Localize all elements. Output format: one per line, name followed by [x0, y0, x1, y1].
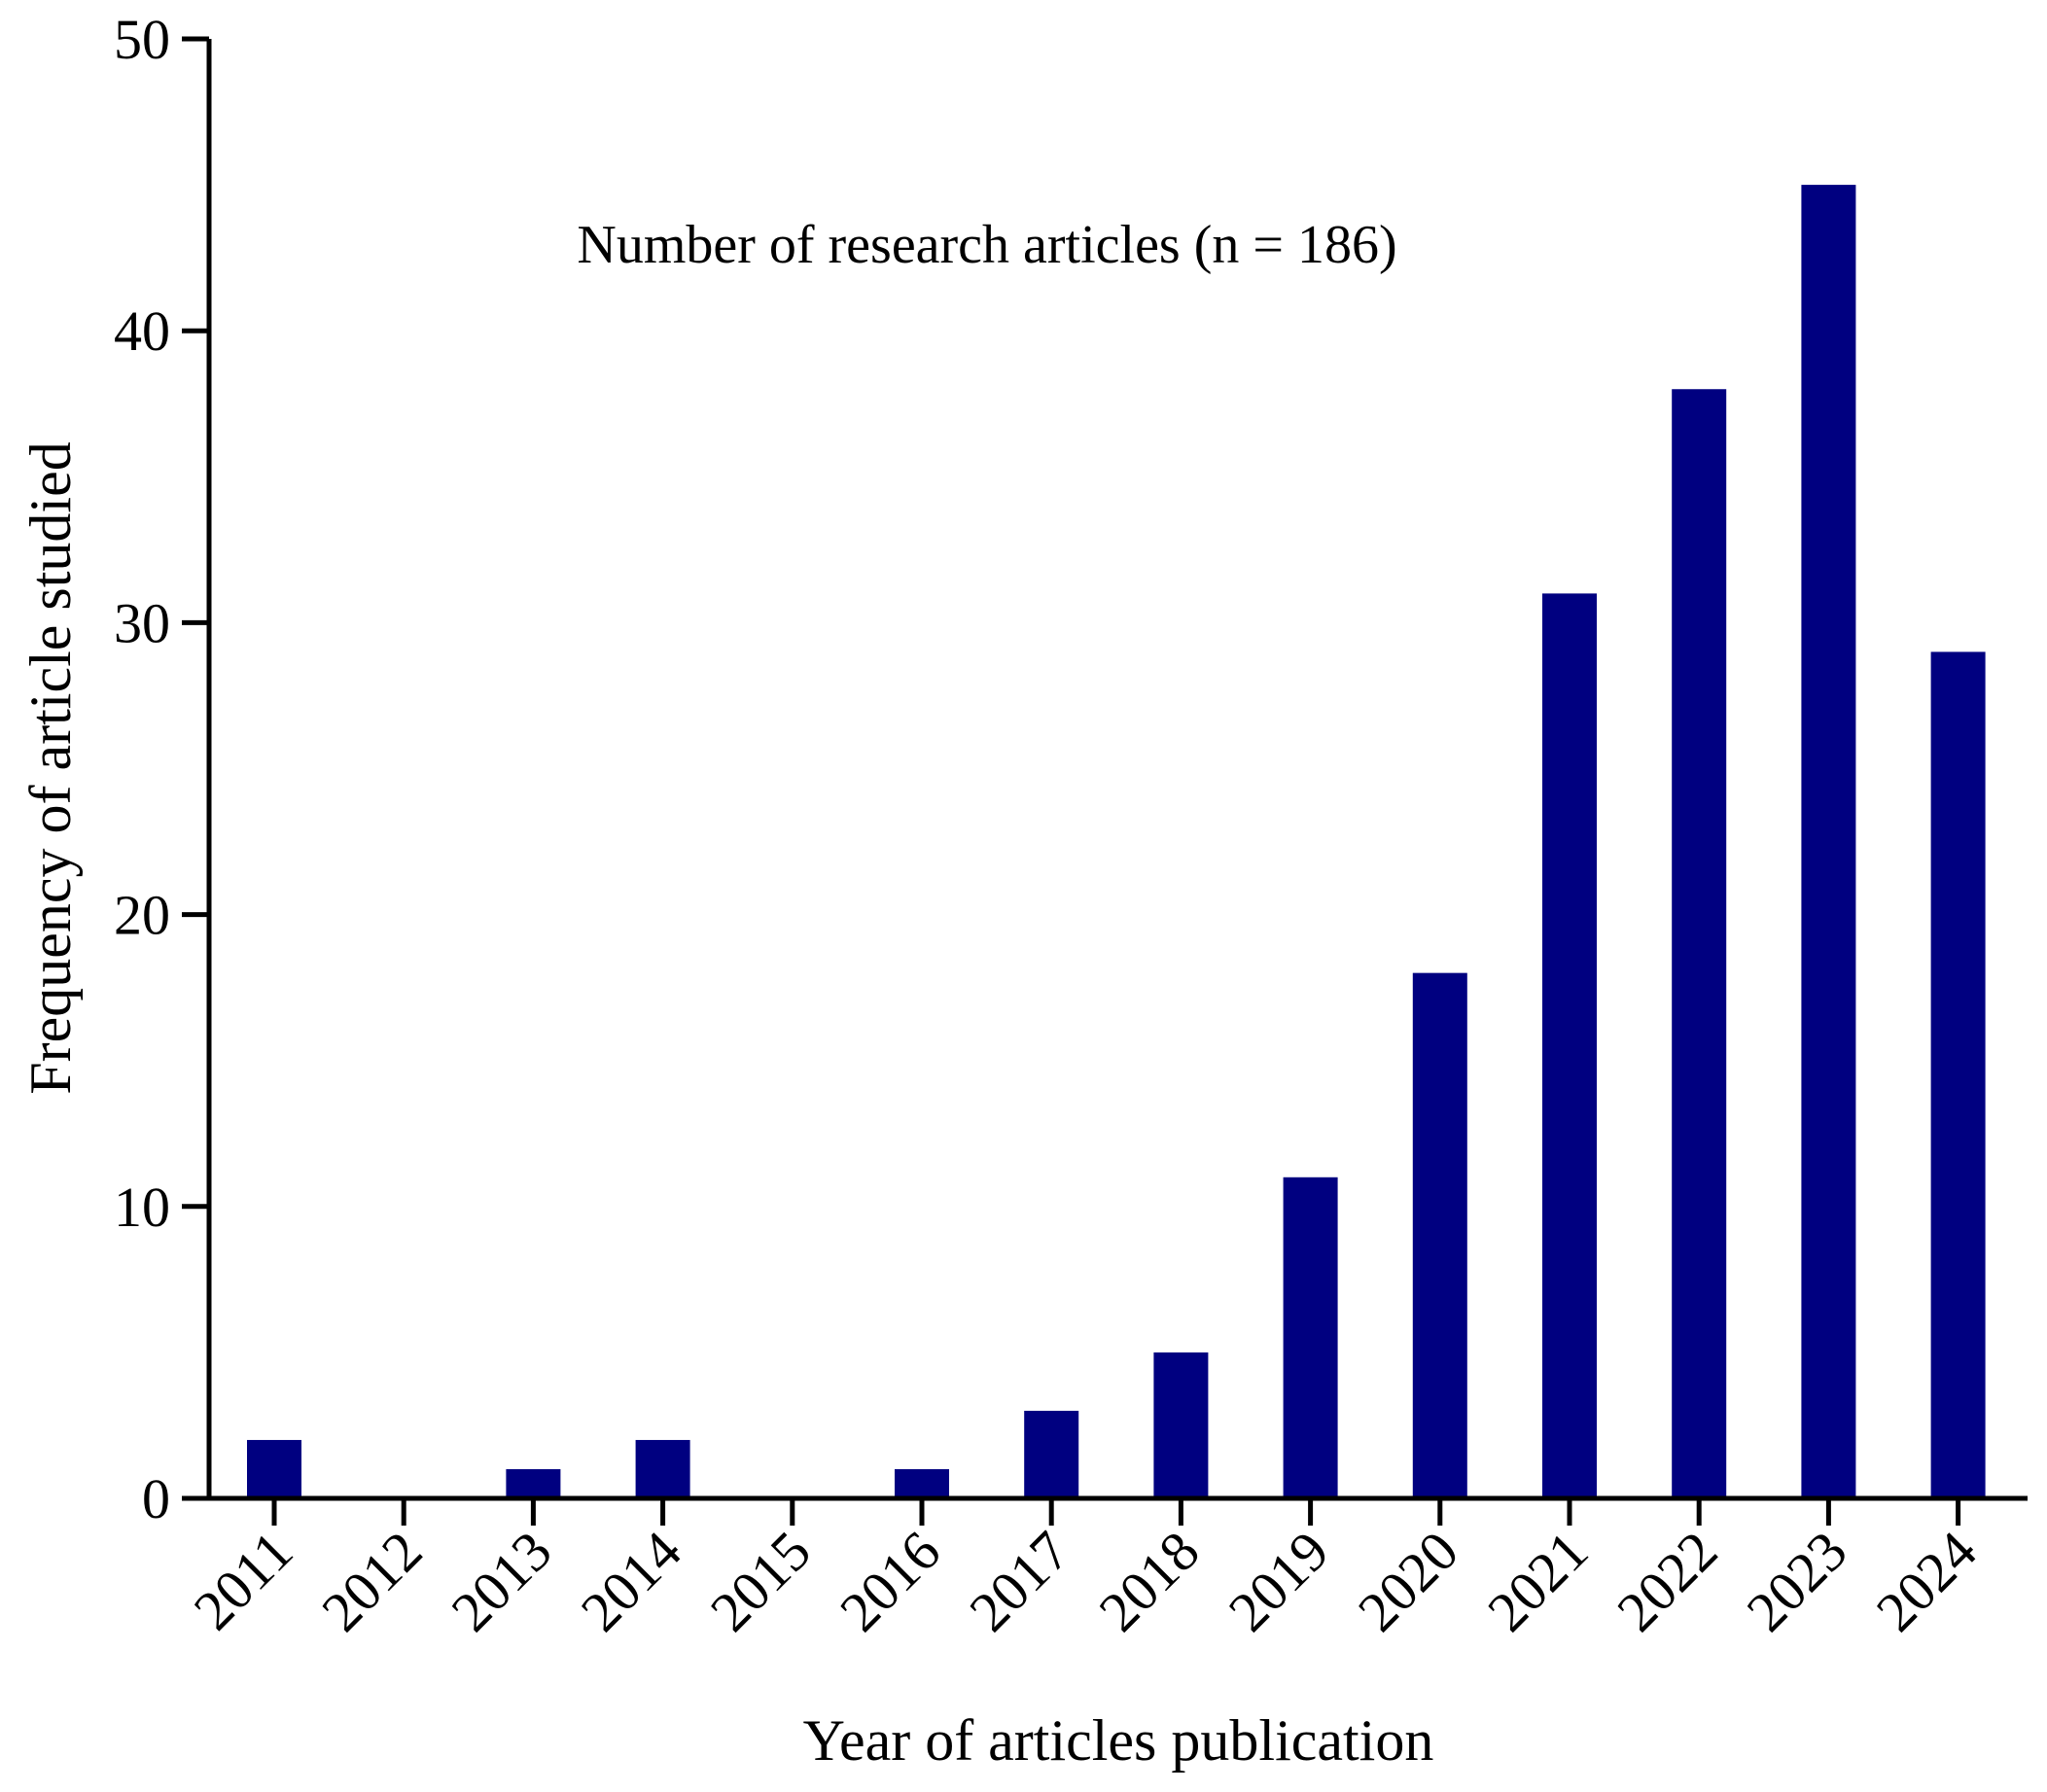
x-tick-label-2015: 2015 [698, 1519, 823, 1643]
x-tick-label-2023: 2023 [1735, 1519, 1859, 1643]
x-tick-label-2022: 2022 [1605, 1519, 1729, 1643]
x-tick-label-2014: 2014 [569, 1519, 693, 1643]
y-tick-label-20: 20 [114, 884, 170, 947]
bar-2011 [247, 1439, 301, 1498]
y-tick-label-30: 30 [114, 591, 170, 654]
x-tick-label-2011: 2011 [182, 1519, 304, 1641]
bar-2019 [1283, 1177, 1338, 1498]
y-tick-label-0: 0 [142, 1467, 170, 1530]
bar-2017 [1024, 1410, 1079, 1498]
x-tick-label-2021: 2021 [1475, 1519, 1600, 1643]
y-tick-label-50: 50 [114, 8, 170, 71]
bar-2016 [895, 1468, 949, 1498]
x-axis-ticks: 2011 2012 2013 2014 2015 2016 2017 2018 2019 2020… [182, 1498, 1989, 1643]
bar-2020 [1412, 972, 1467, 1498]
bar-2022 [1672, 389, 1727, 1498]
bar-2014 [635, 1439, 690, 1498]
y-axis-ticks: 0 10 20 30 40 50 [114, 8, 209, 1530]
bar-2023 [1801, 185, 1856, 1499]
bar-2024 [1930, 651, 1986, 1498]
bar-2018 [1153, 1352, 1209, 1498]
y-axis-title: Frequency of article studied [18, 441, 83, 1094]
x-tick-label-2012: 2012 [309, 1519, 434, 1643]
chart-annotation: Number of research articles (n = 186) [577, 215, 1396, 275]
x-tick-label-2020: 2020 [1346, 1519, 1470, 1643]
x-tick-label-2024: 2024 [1864, 1519, 1989, 1643]
bars-group [247, 185, 1986, 1499]
x-tick-label-2019: 2019 [1217, 1519, 1341, 1643]
y-tick-label-10: 10 [114, 1176, 170, 1239]
x-tick-label-2018: 2018 [1087, 1519, 1212, 1643]
bar-2021 [1542, 593, 1597, 1498]
y-tick-label-40: 40 [114, 299, 170, 363]
x-tick-label-2013: 2013 [440, 1519, 564, 1643]
x-tick-label-2016: 2016 [828, 1519, 952, 1643]
x-tick-label-2017: 2017 [957, 1519, 1081, 1643]
bar-2013 [506, 1468, 561, 1498]
x-axis-title: Year of articles publication [803, 1708, 1434, 1773]
